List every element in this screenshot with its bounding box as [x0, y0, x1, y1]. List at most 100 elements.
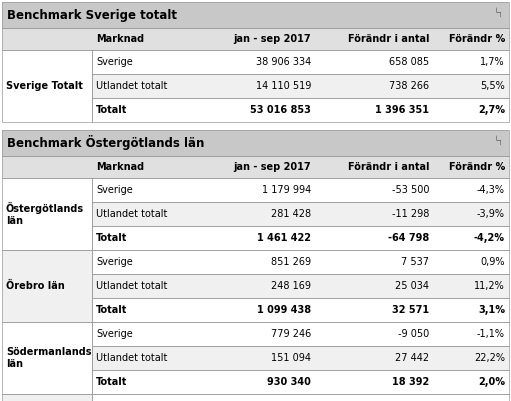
Bar: [92, 202, 509, 226]
Bar: [2, 50, 92, 122]
Text: Utlandet totalt: Utlandet totalt: [96, 353, 168, 363]
Bar: [2, 178, 92, 250]
Bar: [2, 156, 509, 178]
Bar: [92, 74, 509, 98]
Bar: [92, 370, 509, 394]
Bar: [92, 98, 509, 122]
Text: 1,7%: 1,7%: [480, 57, 505, 67]
Bar: [92, 178, 509, 202]
Bar: [92, 250, 509, 274]
Bar: [92, 178, 509, 202]
Bar: [92, 274, 509, 298]
Bar: [2, 250, 92, 322]
Text: 22,2%: 22,2%: [474, 353, 505, 363]
Text: 3,1%: 3,1%: [478, 305, 505, 315]
Bar: [2, 394, 92, 401]
Text: Förändr %: Förändr %: [449, 34, 505, 44]
Text: -9 050: -9 050: [398, 329, 429, 339]
Bar: [2, 322, 92, 394]
Text: 2,7%: 2,7%: [478, 105, 505, 115]
Text: 11,2%: 11,2%: [474, 281, 505, 291]
Bar: [2, 50, 92, 122]
Text: Örebro län: Örebro län: [6, 281, 65, 291]
Text: 1 099 438: 1 099 438: [257, 305, 311, 315]
Text: └┐: └┐: [494, 135, 504, 145]
Text: Benchmark Sverige totalt: Benchmark Sverige totalt: [7, 8, 177, 22]
Bar: [92, 50, 509, 74]
Text: 851 269: 851 269: [271, 257, 311, 267]
Bar: [2, 2, 509, 28]
Text: Sverige: Sverige: [96, 329, 133, 339]
Bar: [2, 250, 92, 322]
Bar: [92, 322, 509, 346]
Text: 32 571: 32 571: [392, 305, 429, 315]
Text: 25 034: 25 034: [395, 281, 429, 291]
Text: Marknad: Marknad: [96, 162, 144, 172]
Text: 281 428: 281 428: [271, 209, 311, 219]
Bar: [2, 28, 509, 50]
Text: -53 500: -53 500: [391, 185, 429, 195]
Text: 53 016 853: 53 016 853: [250, 105, 311, 115]
Text: Totalt: Totalt: [96, 233, 127, 243]
Text: Sverige: Sverige: [96, 57, 133, 67]
Text: 27 442: 27 442: [395, 353, 429, 363]
Text: └┐: └┐: [494, 7, 504, 17]
Text: Förändr i antal: Förändr i antal: [347, 162, 429, 172]
Text: Förändr %: Förändr %: [449, 162, 505, 172]
Text: 1 396 351: 1 396 351: [375, 105, 429, 115]
Bar: [92, 394, 509, 401]
Bar: [92, 250, 509, 274]
Text: 658 085: 658 085: [389, 57, 429, 67]
Bar: [92, 50, 509, 74]
Text: jan - sep 2017: jan - sep 2017: [234, 162, 311, 172]
Text: 38 906 334: 38 906 334: [256, 57, 311, 67]
Text: Utlandet totalt: Utlandet totalt: [96, 81, 168, 91]
Bar: [92, 298, 509, 322]
Bar: [92, 226, 509, 250]
Bar: [2, 322, 92, 394]
Bar: [2, 2, 509, 28]
Text: 0,9%: 0,9%: [480, 257, 505, 267]
Bar: [2, 130, 509, 156]
Text: 151 094: 151 094: [271, 353, 311, 363]
Text: -11 298: -11 298: [391, 209, 429, 219]
Bar: [2, 28, 509, 50]
Text: 248 169: 248 169: [271, 281, 311, 291]
Bar: [92, 202, 509, 226]
Text: Utlandet totalt: Utlandet totalt: [96, 281, 168, 291]
Text: Förändr i antal: Förändr i antal: [347, 34, 429, 44]
Text: Totalt: Totalt: [96, 305, 127, 315]
Bar: [92, 322, 509, 346]
Text: Totalt: Totalt: [96, 377, 127, 387]
Bar: [2, 178, 92, 250]
Text: Marknad: Marknad: [96, 34, 144, 44]
Bar: [2, 130, 509, 156]
Bar: [92, 226, 509, 250]
Bar: [2, 28, 92, 50]
Text: -3,9%: -3,9%: [477, 209, 505, 219]
Bar: [2, 156, 509, 178]
Text: 1 461 422: 1 461 422: [257, 233, 311, 243]
Bar: [92, 98, 509, 122]
Text: 738 266: 738 266: [389, 81, 429, 91]
Text: Sverige: Sverige: [96, 185, 133, 195]
Text: 2,0%: 2,0%: [478, 377, 505, 387]
Text: Södermanlands
län: Södermanlands län: [6, 347, 91, 369]
Text: 1 179 994: 1 179 994: [262, 185, 311, 195]
Text: -4,3%: -4,3%: [477, 185, 505, 195]
Text: -4,2%: -4,2%: [474, 233, 505, 243]
Text: 930 340: 930 340: [267, 377, 311, 387]
Text: 14 110 519: 14 110 519: [256, 81, 311, 91]
Text: -64 798: -64 798: [388, 233, 429, 243]
Bar: [92, 346, 509, 370]
Text: Totalt: Totalt: [96, 105, 127, 115]
Text: 18 392: 18 392: [392, 377, 429, 387]
Text: -1,1%: -1,1%: [477, 329, 505, 339]
Text: Sverige Totalt: Sverige Totalt: [6, 81, 83, 91]
Text: 7 537: 7 537: [401, 257, 429, 267]
Bar: [2, 394, 92, 401]
Text: Benchmark Östergötlands län: Benchmark Östergötlands län: [7, 136, 204, 150]
Bar: [92, 74, 509, 98]
Text: Sverige: Sverige: [96, 257, 133, 267]
Bar: [92, 370, 509, 394]
